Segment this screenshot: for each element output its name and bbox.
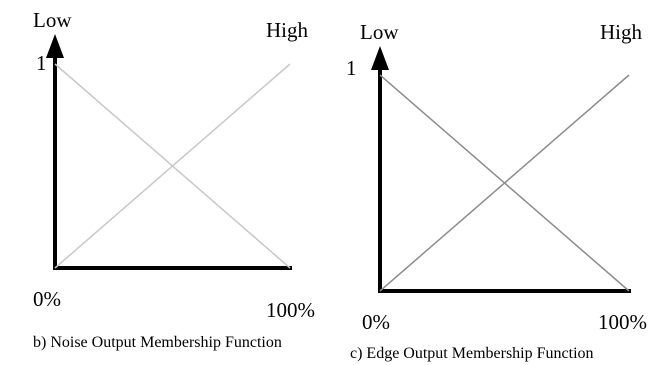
chart-caption: c) Edge Output Membership Function: [350, 345, 594, 362]
chart-edge-output: Low High 1 0% 100% c) Edge Output Member…: [346, 20, 647, 362]
y-axis-arrowhead: [371, 46, 389, 70]
x-tick-label-0: 0%: [33, 287, 61, 311]
x-tick-label-0: 0%: [362, 310, 390, 334]
series-line-high: [379, 74, 630, 292]
y-axis-arrowhead: [46, 34, 64, 58]
series-label-high: High: [266, 18, 309, 42]
series-label-low: Low: [360, 20, 399, 44]
x-tick-label-100: 100%: [598, 310, 647, 334]
x-tick-label-100: 100%: [266, 298, 315, 322]
series-label-high: High: [600, 20, 643, 44]
series-label-low: Low: [33, 8, 72, 32]
chart-caption: b) Noise Output Membership Function: [33, 334, 282, 351]
y-tick-label-1: 1: [36, 51, 47, 75]
y-tick-label-1: 1: [346, 56, 357, 80]
chart-noise-output: Low High 1 0% 100% b) Noise Output Membe…: [33, 8, 315, 351]
series-line-high: [54, 63, 291, 269]
